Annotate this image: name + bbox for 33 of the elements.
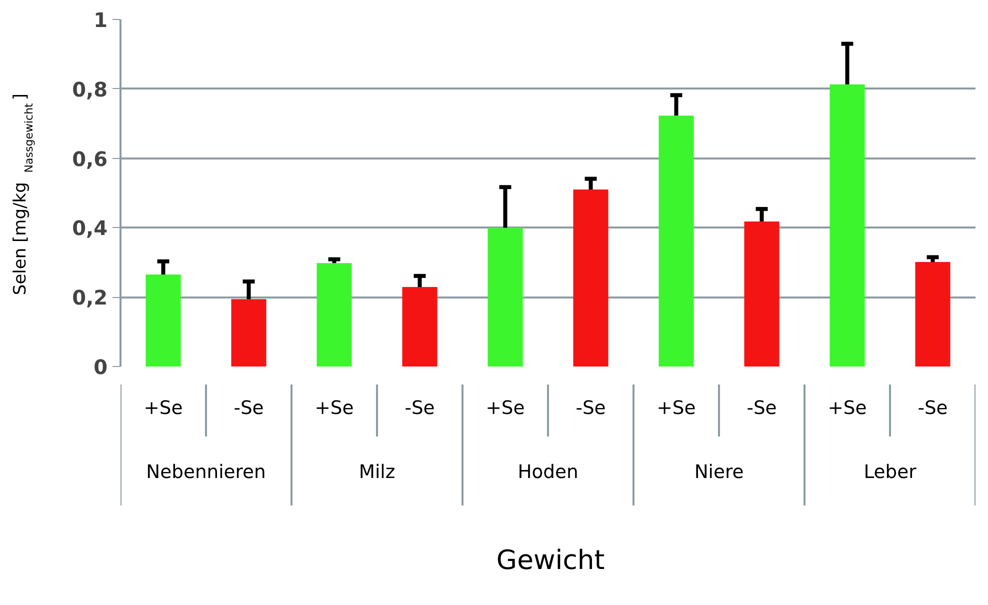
x-tick-label: +Se <box>828 398 867 419</box>
y-axis-title: Selen [mg/kgNassgewicht] <box>10 93 36 296</box>
x-tick-label: +Se <box>144 398 183 419</box>
text: Leber <box>864 462 917 483</box>
text: Nebennieren <box>146 462 266 483</box>
text: Milz <box>358 462 396 483</box>
x-tick-label: -Se <box>234 398 264 419</box>
bar <box>146 274 181 366</box>
text: Gewicht <box>496 545 605 576</box>
text: Hoden <box>518 462 578 483</box>
bar <box>915 262 950 366</box>
bar <box>316 263 352 366</box>
bar <box>231 299 266 366</box>
x-tick-label: -Se <box>746 398 777 419</box>
text: Niere <box>694 462 744 483</box>
x-tick-label: +Se <box>656 398 696 419</box>
y-tick-label: 1 <box>94 8 108 32</box>
x-tick-label: -Se <box>918 398 948 419</box>
bar <box>573 190 608 366</box>
y-tick-label: 0,2 <box>72 286 108 310</box>
y-tick-label: 0,4 <box>72 216 108 240</box>
bar <box>402 287 438 366</box>
y-tick-label: 0 <box>94 355 108 379</box>
x-tick-label: -Se <box>404 398 435 419</box>
x-tick-label: -Se <box>576 398 606 419</box>
y-tick-label: 0,8 <box>72 77 108 102</box>
bar <box>488 228 523 366</box>
y-tick-label: 0,6 <box>72 146 108 171</box>
bar <box>744 221 780 366</box>
bar <box>830 84 865 366</box>
x-tick-label: +Se <box>314 398 354 419</box>
x-tick-label: +Se <box>486 398 525 419</box>
bar <box>658 116 694 366</box>
